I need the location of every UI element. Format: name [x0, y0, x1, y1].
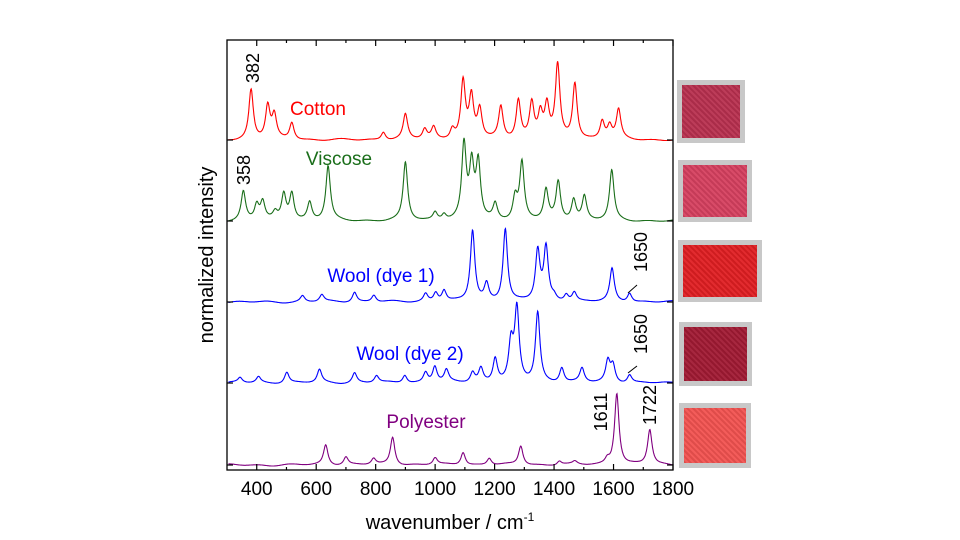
y-axis-label: normalized intensity	[196, 167, 218, 344]
x-axis-label: wavenumber / cm-1	[365, 510, 535, 534]
x-tick-label: 1000	[414, 479, 456, 500]
x-tick-label: 800	[360, 479, 392, 500]
swatch-wool-dye-2	[679, 322, 752, 386]
x-tick-label: 1400	[533, 479, 575, 500]
annotation-1650-wool-1: 1650	[631, 232, 651, 272]
x-tick-label: 1200	[473, 479, 515, 500]
annotation-382: 382	[243, 53, 263, 83]
fabric-image	[684, 327, 747, 381]
x-tick-label: 1800	[652, 479, 694, 500]
swatch-polyester	[679, 403, 751, 468]
series-label-polyester: Polyester	[386, 412, 466, 433]
series-line-polyester	[228, 392, 673, 467]
series-line-viscose	[228, 137, 673, 222]
annotation-358: 358	[234, 155, 254, 185]
annotation-leader-line	[627, 284, 638, 294]
annotation-1722: 1722	[640, 385, 660, 425]
series-label-wool-dye-2: Wool (dye 2)	[356, 344, 463, 365]
x-tick-label: 1600	[592, 479, 634, 500]
annotation-1611: 1611	[591, 393, 611, 432]
series-line-wool-dye-1	[228, 227, 673, 304]
swatch-cotton	[677, 80, 745, 143]
series-line-wool-dye-2	[228, 301, 673, 384]
x-tick-label: 600	[300, 479, 332, 500]
annotation-1650-wool-2: 1650	[631, 314, 651, 354]
series-line-cotton	[228, 61, 673, 142]
series-label-cotton: Cotton	[290, 99, 346, 120]
fabric-image	[683, 165, 747, 217]
fabric-image	[682, 85, 740, 138]
series-layer	[228, 61, 673, 467]
fabric-image	[683, 245, 757, 297]
series-label-wool-dye-1: Wool (dye 1)	[327, 266, 434, 287]
ticks-layer: 400 600 800 1000 1200 1400 1600 1800	[227, 40, 694, 500]
x-axis-label-superscript: -1	[524, 510, 535, 524]
annotation-leader-line	[627, 365, 638, 374]
x-axis-label-text: wavenumber / cm	[365, 512, 524, 534]
series-label-viscose: Viscose	[306, 149, 372, 170]
x-tick-label: 400	[241, 479, 273, 500]
swatch-wool-dye-1	[678, 240, 762, 302]
plot-frame	[226, 39, 674, 471]
fabric-image	[684, 408, 746, 463]
swatch-viscose	[678, 160, 752, 222]
